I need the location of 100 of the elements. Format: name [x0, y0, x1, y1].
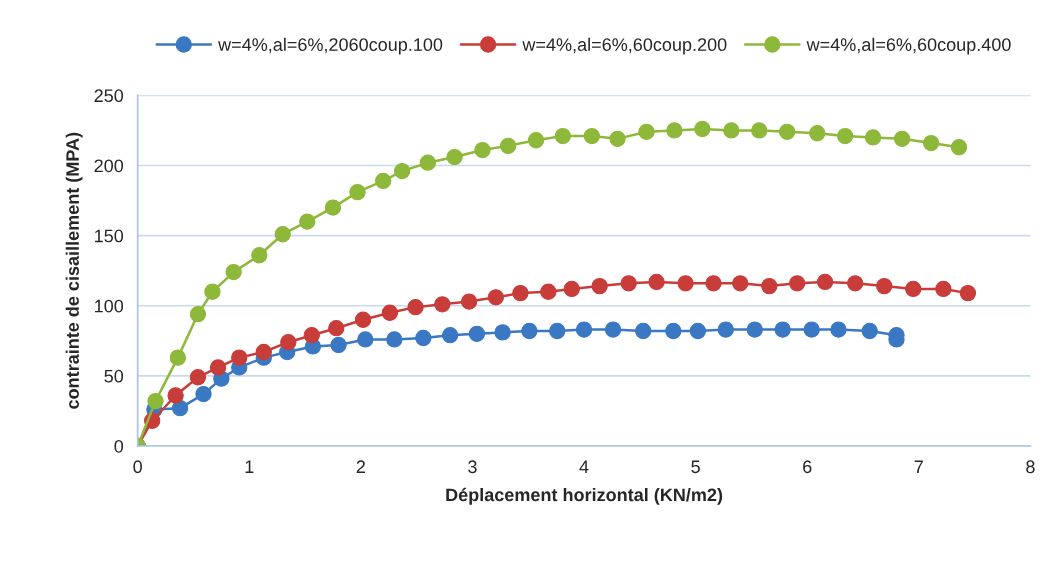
- point: [231, 349, 248, 366]
- point: [324, 199, 342, 216]
- x-tick-label: 4: [579, 460, 589, 473]
- point: [169, 349, 186, 366]
- point: [591, 277, 608, 295]
- point: [251, 247, 268, 264]
- point: [441, 327, 459, 344]
- point: [460, 293, 478, 310]
- point: [864, 129, 882, 146]
- point: [620, 275, 637, 292]
- point: [474, 141, 491, 159]
- legend-label: w=4%,al=6%,60coup.400: [806, 37, 1011, 55]
- point: [446, 148, 463, 166]
- point: [751, 122, 768, 139]
- point: [512, 284, 529, 302]
- point: [407, 298, 424, 316]
- point: [665, 322, 682, 340]
- point: [774, 321, 791, 338]
- point: [893, 130, 911, 148]
- x-tick-label: 6: [803, 460, 812, 474]
- point: [816, 273, 834, 291]
- point: [830, 321, 847, 338]
- point: [167, 387, 184, 404]
- point: [950, 139, 968, 156]
- point: [299, 213, 316, 230]
- point: [521, 322, 538, 340]
- point: [204, 283, 221, 300]
- y-tick-label: 150: [95, 229, 124, 243]
- legend-label: w=4%,al=6%,2060coup.100: [218, 37, 443, 55]
- point: [189, 369, 207, 386]
- point: [789, 275, 806, 292]
- point: [354, 311, 372, 328]
- point: [935, 280, 952, 298]
- point: [563, 280, 580, 298]
- point: [494, 324, 511, 341]
- point: [809, 125, 826, 142]
- point: [635, 322, 652, 340]
- y-tick-label: 100: [95, 299, 124, 313]
- point: [861, 322, 878, 340]
- point: [280, 334, 297, 351]
- y-tick-label: 0: [114, 439, 124, 453]
- point: [147, 392, 164, 410]
- x-tick-label: 3: [468, 460, 477, 474]
- x-tick-label: 7: [914, 460, 923, 473]
- point: [554, 127, 571, 145]
- point: [717, 321, 734, 338]
- x-tick-label: 1: [245, 460, 254, 473]
- legend-label: w=4%,al=6%,60coup.200: [522, 37, 727, 55]
- point: [847, 275, 864, 292]
- point: [303, 327, 320, 344]
- point: [609, 130, 626, 148]
- point: [468, 325, 486, 342]
- point: [638, 123, 655, 140]
- point: [500, 137, 517, 155]
- point: [761, 277, 778, 295]
- y-tick-label: 200: [94, 159, 124, 173]
- x-tick-label: 2: [356, 460, 365, 473]
- point: [434, 296, 451, 313]
- point: [540, 283, 557, 300]
- x-axis-title: Déplacement horizontal (KN/m2): [446, 487, 723, 505]
- point: [837, 127, 854, 145]
- point: [694, 120, 711, 138]
- point: [195, 385, 212, 403]
- point: [922, 134, 940, 152]
- point: [255, 343, 272, 361]
- point: [689, 322, 707, 340]
- point: [746, 321, 763, 338]
- point: [959, 284, 977, 302]
- point: [583, 127, 601, 145]
- point: [328, 320, 345, 337]
- point: [209, 359, 227, 376]
- point: [330, 336, 347, 354]
- point: [666, 122, 683, 139]
- point: [375, 172, 392, 190]
- point: [487, 289, 505, 306]
- point: [357, 331, 374, 348]
- x-tick-label: 0: [133, 460, 142, 474]
- point: [876, 277, 893, 295]
- y-tick-label: 250: [94, 89, 124, 103]
- y-axis-title: contrainte de cisaillement (MPA): [65, 132, 83, 409]
- point: [189, 306, 207, 323]
- point: [419, 154, 436, 171]
- point: [549, 322, 566, 340]
- x-tick-label: 8: [1026, 460, 1035, 474]
- point: [415, 329, 432, 347]
- point: [705, 275, 722, 292]
- point: [386, 331, 403, 348]
- point: [225, 263, 242, 281]
- point: [575, 321, 593, 338]
- point: [527, 132, 545, 149]
- y-tick-label: 50: [104, 369, 124, 383]
- point: [723, 122, 740, 139]
- point: [803, 321, 820, 338]
- point: [393, 162, 411, 180]
- point: [381, 304, 399, 321]
- point: [732, 275, 749, 292]
- point: [274, 226, 291, 243]
- point: [171, 399, 189, 417]
- point: [604, 321, 622, 338]
- x-tick-label: 5: [691, 460, 700, 474]
